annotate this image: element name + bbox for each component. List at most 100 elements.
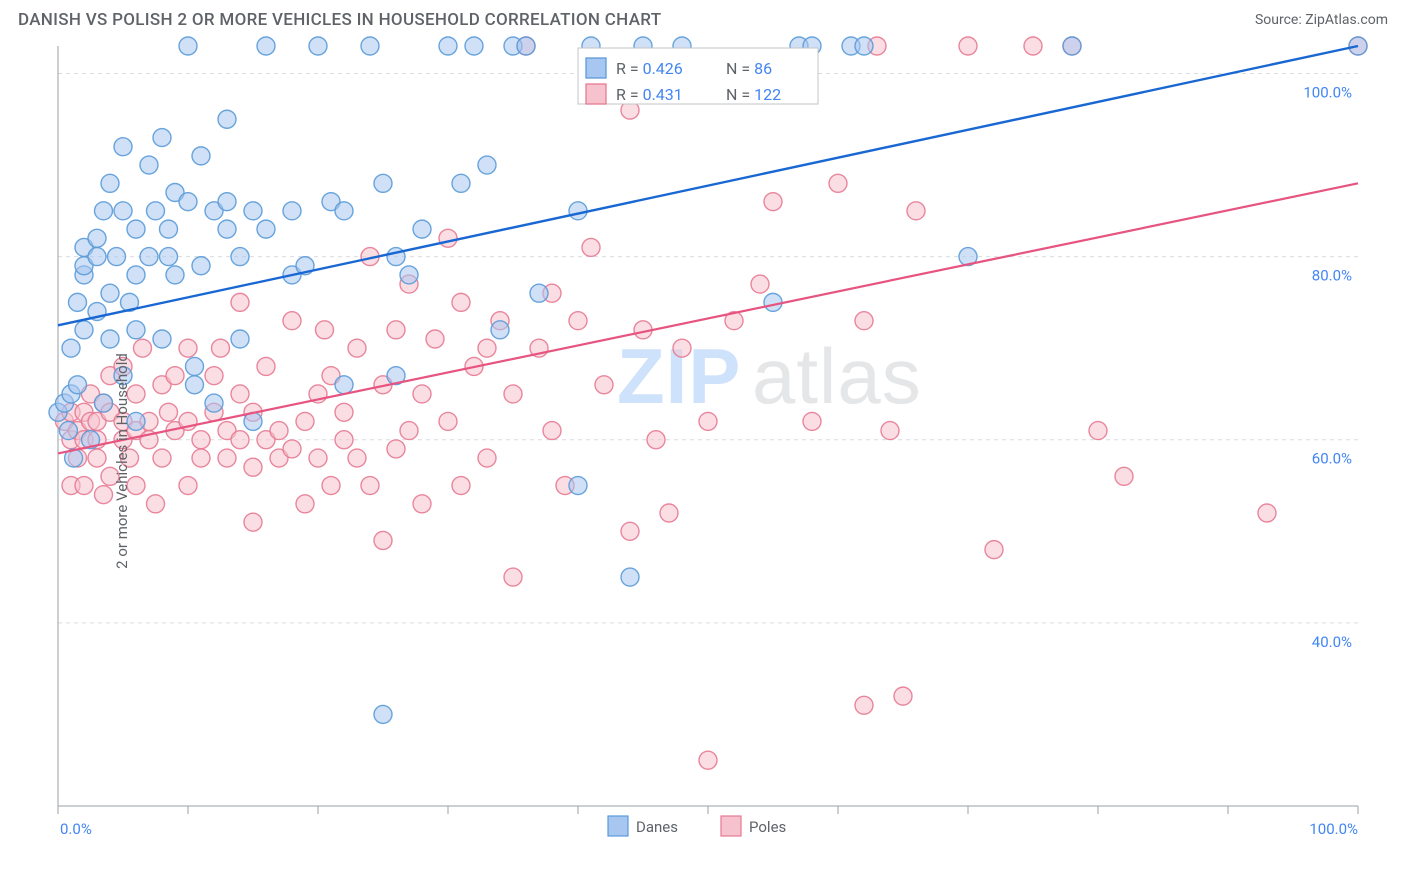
scatter-point-danes bbox=[569, 202, 587, 220]
scatter-point-danes bbox=[101, 330, 119, 348]
scatter-point-poles bbox=[1115, 467, 1133, 485]
scatter-point-poles bbox=[231, 385, 249, 403]
scatter-point-poles bbox=[426, 330, 444, 348]
stats-r-label: R = 0.431 bbox=[616, 85, 683, 104]
scatter-point-poles bbox=[212, 339, 230, 357]
stats-swatch bbox=[586, 84, 606, 104]
scatter-point-poles bbox=[452, 293, 470, 311]
scatter-point-danes bbox=[452, 174, 470, 192]
scatter-point-danes bbox=[374, 174, 392, 192]
scatter-point-poles bbox=[283, 440, 301, 458]
source-link[interactable]: ZipAtlas.com bbox=[1305, 12, 1388, 28]
stats-n-label: N = 122 bbox=[726, 85, 781, 104]
stats-n-label: N = 86 bbox=[726, 59, 772, 78]
scatter-point-poles bbox=[985, 541, 1003, 559]
scatter-point-poles bbox=[316, 321, 334, 339]
scatter-point-poles bbox=[153, 449, 171, 467]
scatter-point-danes bbox=[335, 202, 353, 220]
scatter-point-danes bbox=[108, 248, 126, 266]
scatter-point-poles bbox=[621, 522, 639, 540]
legend-label: Poles bbox=[749, 818, 786, 836]
scatter-chart: 40.0%60.0%80.0%100.0%ZIPatlas0.0%100.0%R… bbox=[18, 36, 1388, 886]
scatter-point-danes bbox=[231, 248, 249, 266]
chart-title: DANISH VS POLISH 2 OR MORE VEHICLES IN H… bbox=[18, 10, 661, 30]
scatter-point-danes bbox=[69, 293, 87, 311]
scatter-point-poles bbox=[582, 238, 600, 256]
scatter-point-poles bbox=[829, 174, 847, 192]
scatter-point-poles bbox=[75, 477, 93, 495]
scatter-point-danes bbox=[101, 174, 119, 192]
scatter-point-poles bbox=[270, 422, 288, 440]
chart-header: DANISH VS POLISH 2 OR MORE VEHICLES IN H… bbox=[0, 0, 1406, 36]
scatter-point-poles bbox=[192, 449, 210, 467]
x-tick-label: 0.0% bbox=[60, 820, 92, 838]
scatter-point-danes bbox=[186, 357, 204, 375]
scatter-point-danes bbox=[413, 220, 431, 238]
scatter-point-poles bbox=[881, 422, 899, 440]
scatter-point-danes bbox=[231, 330, 249, 348]
scatter-point-poles bbox=[147, 495, 165, 513]
scatter-point-danes bbox=[179, 193, 197, 211]
scatter-point-danes bbox=[530, 284, 548, 302]
legend-label: Danes bbox=[636, 818, 678, 836]
chart-source: Source: ZipAtlas.com bbox=[1255, 12, 1388, 28]
scatter-point-poles bbox=[452, 477, 470, 495]
scatter-point-poles bbox=[166, 367, 184, 385]
scatter-point-poles bbox=[907, 202, 925, 220]
scatter-point-poles bbox=[400, 422, 418, 440]
scatter-point-poles bbox=[803, 412, 821, 430]
scatter-point-poles bbox=[160, 403, 178, 421]
scatter-point-poles bbox=[699, 751, 717, 769]
y-tick-label: 100.0% bbox=[1303, 83, 1352, 101]
scatter-point-danes bbox=[140, 248, 158, 266]
scatter-point-danes bbox=[88, 229, 106, 247]
scatter-point-danes bbox=[569, 477, 587, 495]
scatter-point-poles bbox=[673, 339, 691, 357]
scatter-point-danes bbox=[855, 37, 873, 55]
scatter-point-danes bbox=[205, 394, 223, 412]
stats-box bbox=[578, 48, 818, 104]
scatter-point-danes bbox=[62, 339, 80, 357]
scatter-point-poles bbox=[413, 495, 431, 513]
scatter-point-danes bbox=[114, 202, 132, 220]
scatter-point-danes bbox=[160, 248, 178, 266]
scatter-point-danes bbox=[374, 705, 392, 723]
scatter-point-danes bbox=[147, 202, 165, 220]
scatter-point-poles bbox=[439, 412, 457, 430]
source-prefix: Source: bbox=[1255, 12, 1305, 28]
scatter-point-danes bbox=[361, 37, 379, 55]
scatter-point-danes bbox=[244, 202, 262, 220]
scatter-point-danes bbox=[153, 330, 171, 348]
scatter-point-danes bbox=[491, 321, 509, 339]
scatter-point-poles bbox=[348, 449, 366, 467]
scatter-point-poles bbox=[218, 449, 236, 467]
scatter-point-poles bbox=[504, 385, 522, 403]
scatter-point-poles bbox=[322, 477, 340, 495]
scatter-point-danes bbox=[218, 110, 236, 128]
scatter-point-poles bbox=[134, 339, 152, 357]
scatter-point-danes bbox=[439, 37, 457, 55]
scatter-point-poles bbox=[179, 477, 197, 495]
scatter-point-danes bbox=[186, 376, 204, 394]
scatter-point-poles bbox=[478, 449, 496, 467]
scatter-point-poles bbox=[569, 312, 587, 330]
scatter-point-danes bbox=[465, 37, 483, 55]
scatter-point-poles bbox=[231, 431, 249, 449]
scatter-point-danes bbox=[517, 37, 535, 55]
scatter-point-poles bbox=[296, 412, 314, 430]
y-tick-label: 60.0% bbox=[1312, 450, 1352, 468]
scatter-point-poles bbox=[374, 531, 392, 549]
scatter-point-danes bbox=[309, 37, 327, 55]
legend-swatch bbox=[608, 816, 628, 836]
scatter-point-danes bbox=[101, 284, 119, 302]
scatter-point-poles bbox=[179, 339, 197, 357]
scatter-point-danes bbox=[192, 257, 210, 275]
scatter-point-poles bbox=[504, 568, 522, 586]
scatter-point-danes bbox=[400, 266, 418, 284]
legend-swatch bbox=[721, 816, 741, 836]
scatter-point-danes bbox=[257, 37, 275, 55]
scatter-point-poles bbox=[855, 696, 873, 714]
scatter-point-poles bbox=[894, 687, 912, 705]
scatter-point-danes bbox=[127, 266, 145, 284]
scatter-point-danes bbox=[88, 248, 106, 266]
